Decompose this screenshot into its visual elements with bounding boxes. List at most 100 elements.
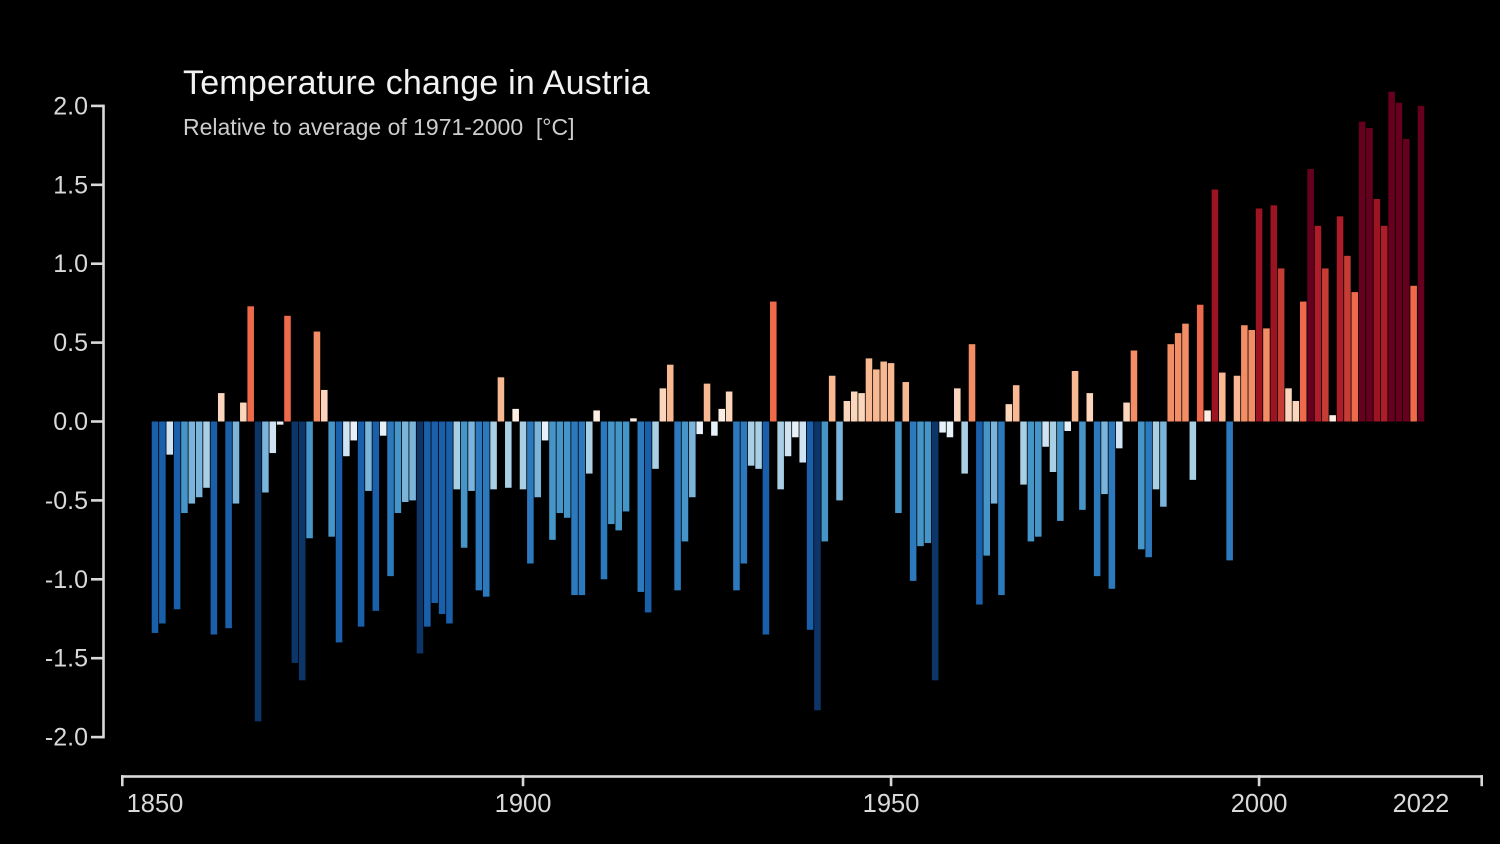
bar-1871 (306, 421, 313, 539)
bar-1930 (740, 421, 748, 564)
bar-1864 (254, 421, 262, 722)
bar-1903 (541, 421, 549, 441)
bar-1932 (755, 421, 762, 469)
bar-1986 (1152, 421, 1160, 490)
bar-1975 (1071, 371, 1079, 422)
bar-1955 (924, 421, 932, 544)
y-tick-label: -1.5 (45, 645, 88, 673)
bar-1852 (166, 421, 173, 455)
y-axis-tick (91, 341, 104, 344)
bar-1882 (387, 421, 394, 577)
bar-1927 (718, 408, 726, 422)
bar-1860 (225, 421, 232, 629)
bar-1905 (556, 421, 564, 514)
bar-1973 (1057, 421, 1064, 521)
bar-1941 (821, 421, 829, 542)
bar-2007 (1307, 169, 1314, 422)
x-tick-label: 1950 (863, 790, 920, 818)
bar-1936 (784, 421, 792, 457)
bar-2009 (1322, 268, 1329, 422)
bar-1954 (917, 421, 924, 547)
bar-2001 (1263, 328, 1270, 422)
bar-1980 (1108, 421, 1116, 589)
bar-2013 (1351, 292, 1359, 422)
bar-1907 (571, 421, 578, 596)
bar-2004 (1285, 388, 1292, 422)
bar-1898 (505, 421, 512, 488)
bar-1890 (446, 421, 453, 624)
bar-1895 (482, 421, 490, 597)
bar-1893 (468, 421, 475, 491)
bar-1919 (659, 388, 667, 422)
bar-1867 (276, 421, 284, 425)
bar-1951 (895, 421, 902, 514)
bar-1902 (534, 421, 542, 498)
y-axis-tick (91, 499, 104, 502)
bar-1942 (828, 375, 836, 422)
bar-1931 (747, 421, 755, 466)
bar-1960 (961, 421, 968, 474)
x-axis-tick (1257, 775, 1261, 787)
x-tick-label: 1900 (495, 790, 552, 818)
y-axis-tick (91, 735, 104, 739)
bar-1950 (887, 363, 895, 422)
x-tick-label: 2000 (1231, 790, 1288, 818)
bar-1985 (1145, 421, 1152, 558)
y-tick-label: 0.0 (53, 408, 88, 436)
bar-1909 (585, 421, 593, 474)
x-axis-endcap (121, 775, 124, 787)
bar-1966 (1005, 404, 1013, 422)
bar-1858 (210, 421, 218, 635)
bar-1968 (1020, 421, 1027, 485)
bar-1891 (453, 421, 461, 490)
y-tick-label: 2.0 (53, 92, 88, 120)
bar-1978 (1093, 421, 1101, 577)
bar-1872 (313, 331, 321, 422)
bar-1851 (159, 421, 166, 624)
bar-2016 (1373, 199, 1381, 422)
bar-2003 (1277, 268, 1285, 422)
bar-1993 (1204, 410, 1211, 422)
bar-1959 (954, 388, 961, 422)
bar-2008 (1314, 225, 1322, 422)
bar-1868 (284, 315, 291, 422)
bar-1920 (666, 364, 674, 422)
y-axis-tick (91, 183, 104, 187)
bar-1870 (298, 421, 306, 681)
bar-1989 (1174, 333, 1182, 422)
bar-2006 (1299, 301, 1307, 422)
bar-2018 (1388, 91, 1395, 422)
bar-1885 (409, 421, 416, 501)
bar-2002 (1270, 205, 1278, 422)
bar-1963 (983, 421, 991, 556)
x-tick-label: 1850 (127, 790, 184, 818)
bar-1956 (931, 421, 939, 681)
bar-1935 (777, 421, 784, 490)
bar-1875 (335, 421, 343, 643)
bar-1899 (512, 408, 519, 422)
bar-1964 (990, 421, 998, 504)
bar-1924 (696, 421, 703, 435)
bar-1879 (365, 421, 372, 491)
bar-1896 (490, 421, 497, 490)
bar-1948 (873, 369, 880, 422)
bar-1894 (475, 421, 483, 591)
y-tick-label: 0.5 (53, 329, 88, 357)
bar-1866 (269, 421, 277, 454)
bar-1991 (1189, 421, 1197, 480)
bar-1946 (858, 393, 865, 422)
bar-1929 (733, 421, 740, 591)
bar-1915 (630, 418, 637, 422)
bar-1900 (519, 421, 527, 490)
bar-1911 (600, 421, 608, 580)
y-axis-tick (91, 420, 104, 423)
bar-1918 (652, 421, 659, 469)
bar-2017 (1380, 225, 1388, 422)
bar-1912 (608, 421, 615, 525)
bar-1972 (1049, 421, 1057, 472)
bar-1971 (1042, 421, 1049, 447)
y-tick-label: 1.5 (53, 171, 88, 199)
bar-2014 (1358, 121, 1366, 422)
bar-1977 (1086, 393, 1094, 422)
